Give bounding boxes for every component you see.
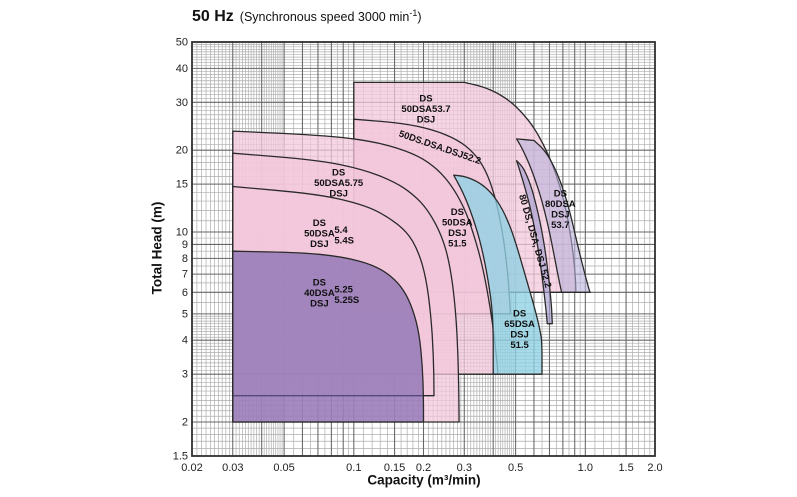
region-label-stack-40dsa5-25: 5.25 5.25S — [334, 284, 359, 306]
x-tick-0.5: 0.5 — [508, 462, 523, 474]
region-label-50dsa51-5: DS 50DSA DSJ 51.5 — [442, 207, 473, 250]
x-tick-0.2: 0.2 — [416, 462, 431, 474]
x-tick-1.5: 1.5 — [618, 462, 633, 474]
y-tick-4: 4 — [182, 335, 188, 347]
y-tick-3: 3 — [182, 369, 188, 381]
x-tick-2.0: 2.0 — [647, 462, 662, 474]
y-tick-6: 6 — [182, 287, 188, 299]
x-tick-0.03: 0.03 — [222, 462, 243, 474]
pump-regions-layer — [232, 81, 591, 423]
y-tick-2: 2 — [182, 417, 188, 429]
region-label-40dsa5-25: DS 40DSA DSJ — [304, 277, 335, 309]
y-tick-8: 8 — [182, 253, 188, 265]
y-tick-10: 10 — [176, 227, 188, 239]
region-label-50dsa53-7: DS 50DSA53.7 DSJ — [401, 93, 450, 125]
region-label-50dsa5-4: DS 50DSA DSJ — [304, 218, 335, 250]
y-tick-9: 9 — [182, 239, 188, 251]
region-80dsa53-7 — [515, 138, 591, 293]
chart-title: 50 Hz (Synchronous speed 3000 min-1) — [192, 8, 422, 26]
x-tick-1.0: 1.0 — [578, 462, 593, 474]
region-80ds-dsa-dsj52-2 — [515, 160, 553, 325]
chart-title-subtitle: (Synchronous speed 3000 min-1) — [239, 8, 422, 25]
region-label-50dsa5-75: DS 50DSA5.75 DSJ — [314, 168, 364, 200]
y-tick-7: 7 — [182, 269, 188, 281]
x-tick-0.3: 0.3 — [457, 462, 472, 474]
y-tick-40: 40 — [176, 63, 188, 75]
y-tick-1.5: 1.5 — [173, 451, 188, 463]
y-tick-50: 50 — [176, 37, 188, 49]
x-axis-title: Capacity (m³/min) — [367, 472, 481, 488]
y-tick-15: 15 — [176, 179, 188, 191]
superscript-minus-one: -1 — [409, 8, 418, 18]
region-40dsa5-25 — [232, 250, 425, 423]
y-tick-20: 20 — [176, 145, 188, 157]
x-tick-0.05: 0.05 — [273, 462, 294, 474]
x-tick-0.02: 0.02 — [181, 462, 202, 474]
chart-title-frequency: 50 Hz — [192, 8, 234, 26]
region-label-65dsa51-5: DS 65DSA DSJ 51.5 — [504, 309, 535, 352]
tick-labels-layer: 0.02 0.03 0.05 0.1 0.15 0.2 0.3 0.5 1.0 1.5 2.0 50 4… — [173, 37, 663, 475]
x-tick-0.15: 0.15 — [384, 462, 405, 474]
region-65dsa51-5 — [453, 174, 543, 375]
region-label-stack-50dsa5-4: 5.4 5.4S — [334, 225, 354, 247]
region-label-80dsa53-7: DS 80DSA DSJ 53.7 — [545, 188, 576, 231]
y-tick-30: 30 — [176, 97, 188, 109]
y-tick-5: 5 — [182, 308, 188, 320]
x-tick-0.1: 0.1 — [346, 462, 361, 474]
plot-frame — [191, 41, 656, 457]
